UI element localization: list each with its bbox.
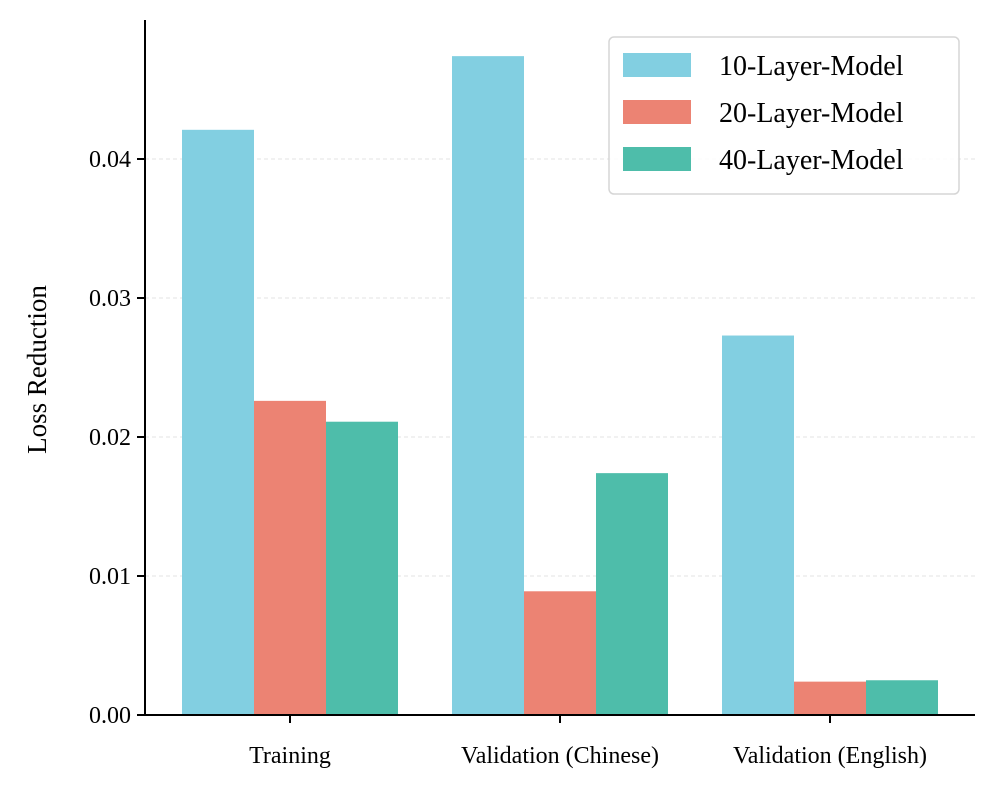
bar-10-layer-model-validation-english [722,335,794,715]
x-tick-label: Training [249,743,331,769]
bar-40-layer-model-validation-english [866,680,938,715]
y-tick-label: 0.00 [89,703,131,729]
y-tick-label: 0.01 [89,564,131,590]
x-ticks: Training Validation (Chinese) Validation (… [249,715,927,769]
bars [182,56,938,715]
legend: 10-Layer-Model 20-Layer-Model 40-Layer-Mod… [608,36,960,195]
x-tick-label: Validation (English) [733,743,927,769]
bar-20-layer-model-validation-english [794,681,866,715]
gridlines [145,158,975,577]
legend-label: 20-Layer-Model [719,98,904,129]
legend-swatch [623,100,691,124]
y-tick-label: 0.02 [89,425,131,451]
y-ticks: 0.00 0.01 0.02 0.03 0.04 [89,147,145,729]
y-axis-title: Loss Reduction [22,285,52,454]
bar-40-layer-model-training [326,421,398,715]
legend-box [608,36,960,195]
bar-40-layer-model-validation-chinese [596,473,668,715]
legend-swatch [623,53,691,77]
bar-10-layer-model-training [182,129,254,715]
y-tick-label: 0.03 [89,286,131,312]
bar-10-layer-model-validation-chinese [452,56,524,715]
x-tick-label: Validation (Chinese) [461,743,659,769]
legend-swatch [623,147,691,171]
bar-20-layer-model-validation-chinese [524,591,596,715]
bar-20-layer-model-training [254,400,326,715]
legend-label: 40-Layer-Model [719,145,904,176]
y-tick-label: 0.04 [89,147,131,173]
legend-label: 10-Layer-Model [719,51,904,82]
